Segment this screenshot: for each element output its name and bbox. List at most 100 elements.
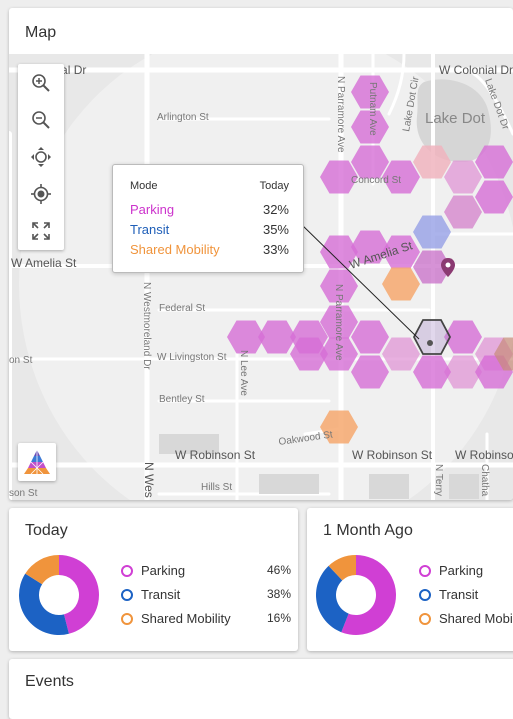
lake-dot-shape [416,79,491,163]
hexbin-cell[interactable] [320,269,358,303]
donut-slice-shared-mobility[interactable] [328,555,356,581]
month-ago-donut-chart[interactable] [314,553,398,637]
hexbin-cell[interactable] [444,355,482,389]
tooltip-col-mode: Mode [130,180,158,192]
locate-button[interactable] [18,176,64,212]
hexbin-cell[interactable] [351,110,389,144]
label-putnam: Putnam Ave [367,82,378,136]
label-parramore-lower: N Parramore Ave [333,284,344,361]
hexbin-cell[interactable] [320,410,358,444]
pan-button[interactable] [18,139,64,175]
hexbin-cell[interactable] [444,320,482,354]
tooltip-row-transit: Transit 35% [130,222,289,237]
today-legend-transit: Transit 38% [121,587,291,605]
today-legend-parking-pct: 46% [266,563,291,577]
hexbin-cell[interactable] [320,337,358,371]
label-westmoreland: N Westmoreland Dr [141,282,152,370]
hexbin-cell[interactable] [475,145,513,179]
map-canvas[interactable]: Colonial Dr W Colonial Dr Arlington St L… [9,54,513,500]
parking-dot-icon [121,565,133,577]
app-logo-button[interactable] [18,443,56,481]
label-w-colonial-dr: W Colonial Dr [439,63,513,77]
hexbin-cell[interactable] [290,337,328,371]
transit-dot-icon [121,589,133,601]
crosshair-icon [31,184,51,204]
donut-slice-transit[interactable] [19,573,69,635]
hexbin-cell[interactable] [413,250,451,284]
today-legend-transit-label: Transit [141,587,181,602]
hexbin-cell[interactable] [351,355,389,389]
label-bentley: Bentley St [159,394,205,405]
hexbin-cell[interactable] [382,160,420,194]
today-legend-parking-label: Parking [141,563,186,578]
hexbin-cell[interactable] [475,180,513,214]
label-chatham: Chatha [479,464,490,497]
month-legend-parking: Parking [419,563,513,581]
hexbin-cell[interactable] [494,337,513,371]
triangle-logo-icon [24,450,50,475]
hexbin-cell[interactable] [351,75,389,109]
label-w-livingston: W Livingston St [157,352,227,363]
month-ago-title: 1 Month Ago [323,522,413,539]
hexbin-cell[interactable] [320,235,358,269]
hexbin-cell[interactable] [382,267,420,301]
donut-slice-parking[interactable] [59,555,99,634]
hexbin-cell[interactable] [320,305,358,339]
tooltip-value-transit: 35% [262,222,289,237]
label-concord: Concord St [351,175,401,186]
hexbin-cell[interactable] [258,320,296,354]
map-svg[interactable]: Colonial Dr W Colonial Dr Arlington St L… [9,54,513,500]
hexbin-cell[interactable] [227,320,265,354]
hexbin-cell[interactable] [444,195,482,229]
selected-hexagon-dot [427,340,433,346]
hexbin-cell[interactable] [382,235,420,269]
hexbin-layer[interactable] [227,75,513,444]
label-n-terry: N Terry [433,464,444,496]
map-title: Map [25,24,57,41]
hexbin-cell[interactable] [320,160,358,194]
label-w-robinson-mid: W Robinson St [175,448,256,462]
label-livingston-left: on St [9,355,33,366]
today-legend-parking: Parking 46% [121,563,291,581]
hexbin-cell[interactable] [413,355,451,389]
today-legend-shared-mobility-label: Shared Mobility [141,611,231,626]
hexbin-cell[interactable] [382,337,420,371]
tooltip-leader-line [300,223,420,340]
shared-mobility-dot-icon [121,613,133,625]
today-donut-chart[interactable] [17,553,101,637]
donut-slice-transit[interactable] [316,565,349,633]
label-parramore-upper: N Parramore Ave [335,76,346,153]
today-title: Today [25,522,68,539]
transit-dot-icon [419,589,431,601]
hexbin-cell[interactable] [413,215,451,249]
tooltip-mode-shared-mobility: Shared Mobility [130,242,220,257]
events-card: Events [9,659,513,719]
today-card: Today Parking 46% Transit 38% Shared Mob… [9,508,298,651]
donut-slice-parking[interactable] [341,555,396,635]
zoom-in-button[interactable] [18,65,64,101]
selected-hexagon[interactable] [412,319,452,355]
today-legend-shared-mobility: Shared Mobility 16% [121,611,291,629]
hexbin-cell[interactable] [351,230,389,264]
hexbin-cell[interactable] [413,145,451,179]
zoom-out-button[interactable] [18,102,64,138]
map-card: Map [9,8,513,500]
shared-mobility-dot-icon [419,613,431,625]
hexbin-cell[interactable] [444,160,482,194]
parking-dot-icon [419,565,431,577]
expand-icon [32,222,50,240]
label-son-st: son St [9,488,38,499]
label-hills: Hills St [201,482,232,493]
zoom-out-icon [32,111,50,129]
hexbin-cell[interactable] [351,320,389,354]
events-title: Events [25,673,74,690]
month-legend-transit-label: Transit [439,587,479,602]
month-legend-shared-mobility: Shared Mobility [419,611,513,629]
building-footprints [159,434,479,499]
label-lee: N Lee Ave [238,350,249,396]
tooltip-col-today: Today [259,180,289,192]
map-tooltip: Mode Today Parking 32% Transit 35% Share… [112,164,304,273]
fullscreen-button[interactable] [18,213,64,249]
hexbin-cell[interactable] [351,145,389,179]
donut-slice-shared-mobility[interactable] [25,555,59,585]
